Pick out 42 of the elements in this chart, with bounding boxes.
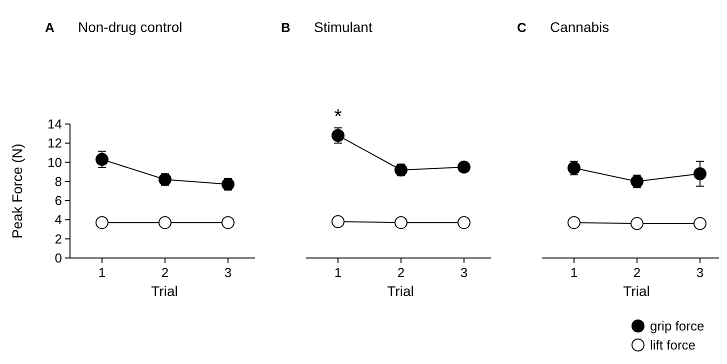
x-axis-title: Trial — [387, 283, 414, 299]
point — [158, 216, 172, 230]
x-tick-label: 1 — [98, 265, 106, 280]
y-tick-label: 12 — [48, 136, 62, 151]
text: A — [45, 20, 55, 35]
x-tick-label: 3 — [460, 265, 468, 280]
y-tick-label: 10 — [48, 154, 62, 170]
annotation: * — [334, 106, 342, 128]
x-tick-label: 2 — [161, 265, 169, 280]
legend-label: grip force — [650, 318, 704, 334]
point — [96, 216, 108, 230]
point — [694, 217, 706, 230]
point — [458, 216, 470, 230]
x-tick-label: 1 — [334, 265, 342, 280]
x-tick-label: 2 — [633, 265, 641, 280]
y-tick-label: 4 — [54, 212, 62, 228]
y-axis-title: Peak Force (N) — [9, 144, 25, 238]
y-tick-label: 6 — [54, 193, 62, 208]
y-tick-label: 14 — [48, 116, 62, 132]
point — [222, 216, 234, 230]
x-axis-title: Trial — [623, 283, 650, 299]
y-tick-label: 8 — [54, 174, 62, 189]
chart-title: Stimulant — [314, 19, 372, 35]
x-tick-label: 2 — [397, 265, 405, 280]
point — [332, 215, 344, 228]
text: B — [281, 20, 290, 35]
point — [568, 216, 580, 230]
point — [630, 217, 644, 230]
chart-title: Non-drug control — [78, 19, 182, 35]
x-tick-label: 3 — [224, 265, 232, 280]
point — [96, 152, 108, 166]
y-tick-label: 2 — [54, 231, 62, 246]
point — [694, 167, 706, 180]
text: C — [517, 20, 527, 35]
x-tick-label: 3 — [696, 265, 704, 280]
legend-label: lift force — [650, 338, 696, 352]
x-axis-title: Trial — [151, 283, 178, 299]
x-tick-label: 1 — [570, 265, 578, 280]
point — [458, 160, 470, 174]
y-tick-label: 0 — [54, 250, 62, 266]
point — [394, 216, 408, 230]
chart-title: Cannabis — [550, 19, 610, 35]
